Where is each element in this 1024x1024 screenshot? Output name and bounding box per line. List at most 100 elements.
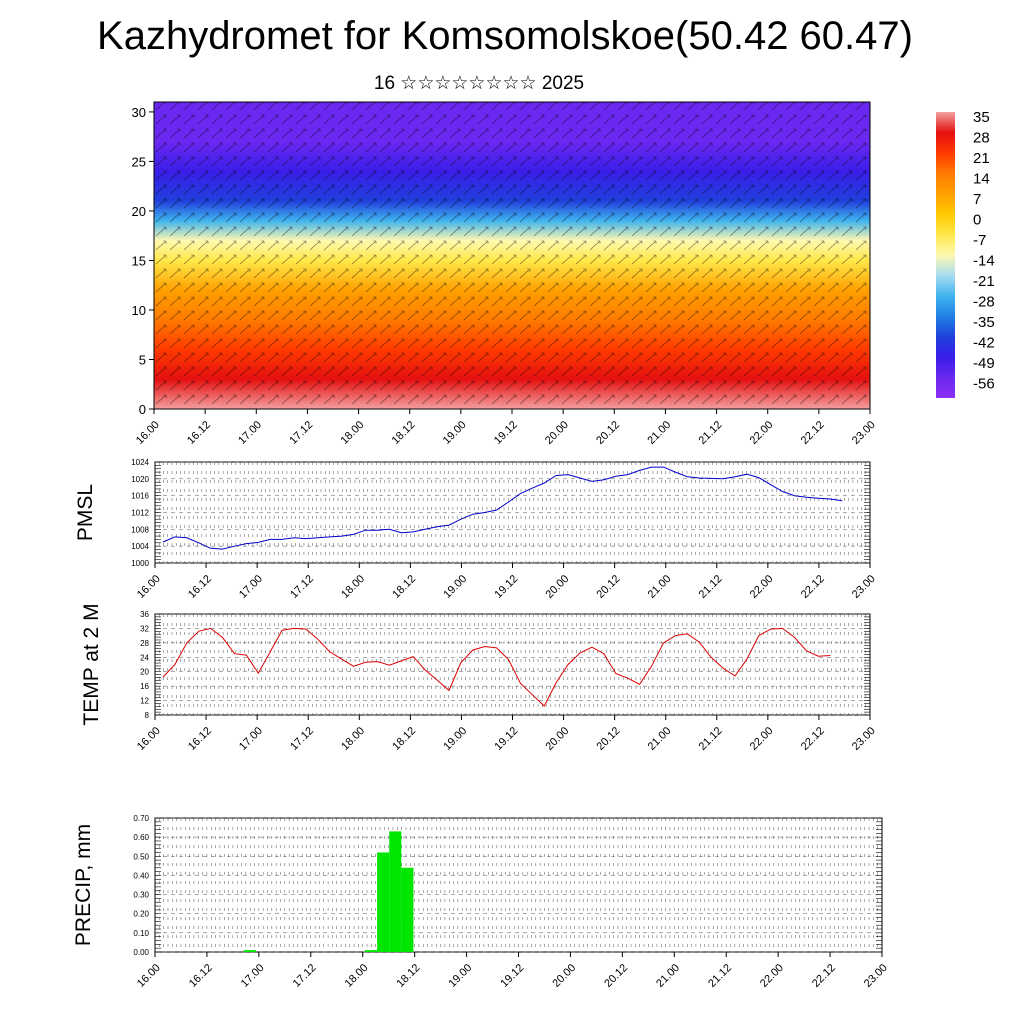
pmsl-panel: 1000 1004 1008 1012 1016 1020 1024 16.00 16.12 17…: [74, 458, 878, 601]
x-tick-label: 18.12: [390, 573, 418, 601]
y-tick-label: 36: [140, 610, 149, 619]
colorbar-label: 35: [973, 109, 990, 126]
x-tick-label: 21.00: [646, 573, 674, 601]
x-tick-label: 20.00: [543, 419, 571, 447]
y-tick-label: 0: [139, 402, 146, 417]
page-title: Kazhydromet for Komsomolskoe(50.42 60.47…: [97, 14, 913, 58]
y-tick-label: 0.60: [133, 833, 149, 842]
x-tick-label: 21.12: [696, 419, 724, 447]
x-tick-label: 20.00: [550, 962, 578, 990]
cross-section-panel: 0 5 10 15 20 25 30 16.00 16.12 17.00 17.12 18.00 18.…: [132, 101, 878, 447]
x-tick-label: 17.00: [236, 419, 264, 447]
x-tick-label: 20.12: [595, 725, 623, 753]
colorbar-label: 0: [973, 212, 981, 229]
x-tick-label: 17.12: [288, 725, 316, 753]
y-tick-label: 1012: [131, 509, 149, 518]
precip-bar: [389, 831, 402, 952]
x-tick-label: 21.00: [654, 962, 682, 990]
y-tick-label: 24: [140, 653, 149, 662]
precip-bar: [401, 867, 414, 952]
x-tick-label: 18.12: [390, 419, 418, 447]
y-tick-label: 5: [139, 352, 146, 367]
precip-bar: [377, 852, 390, 952]
panel-frame: [154, 817, 883, 953]
colorbar-label: -28: [973, 294, 995, 311]
colorbar-label: -21: [973, 273, 995, 290]
y-tick-label: 12: [140, 697, 149, 706]
y-tick-label: 1024: [131, 458, 149, 467]
x-tick-label: 19.12: [498, 962, 526, 990]
y-tick-label: 0.10: [133, 929, 149, 938]
x-tick-label: 22.00: [758, 962, 786, 990]
page-subtitle: 16 ☆☆☆☆☆☆☆☆ 2025: [373, 73, 585, 94]
y-tick-label: 8: [145, 711, 150, 720]
x-tick-label: 23.00: [862, 962, 890, 990]
x-tick-label: 17.12: [288, 573, 316, 601]
x-tick-label: 19.00: [446, 962, 474, 990]
x-tick-label: 18.00: [339, 725, 367, 753]
y-tick-label: 0.70: [133, 814, 149, 823]
y-axis-label: TEMP at 2 M: [80, 603, 103, 725]
x-tick-label: 17.00: [239, 962, 267, 990]
x-tick-label: 18.00: [343, 962, 371, 990]
x-tick-label: 17.00: [237, 573, 265, 601]
wind-barbs: [154, 102, 870, 409]
y-axis-label: PRECIP, mm: [72, 824, 95, 946]
x-tick-label: 17.12: [287, 419, 315, 447]
x-tick-label: 18.12: [395, 962, 423, 990]
y-tick-label: 20: [132, 204, 146, 219]
x-tick-label: 18.00: [339, 573, 367, 601]
x-tick-label: 22.00: [748, 573, 776, 601]
precip-bar: [243, 950, 256, 952]
colorbar-label: -35: [973, 314, 995, 331]
x-tick-label: 23.00: [850, 573, 878, 601]
y-tick-label: 16: [140, 682, 149, 691]
x-tick-label: 22.12: [799, 725, 827, 753]
x-tick-label: 22.12: [810, 962, 838, 990]
y-tick-label: 15: [132, 253, 146, 268]
data-line: [162, 466, 843, 550]
colorbar-label: -7: [973, 232, 986, 249]
precip-panel: 0.00 0.10 0.20 0.30 0.40 0.50 0.60 0.70 16.00 16.…: [72, 814, 890, 990]
colorbar-label: 28: [973, 130, 990, 147]
y-tick-label: 0.30: [133, 891, 149, 900]
panel-frame: [154, 613, 871, 716]
x-tick-label: 22.12: [799, 419, 827, 447]
x-tick-label: 16.00: [135, 573, 163, 601]
colorbar-label: -14: [973, 253, 995, 270]
precip-bar: [364, 950, 378, 952]
x-tick-label: 20.12: [595, 573, 623, 601]
x-tick-label: 19.00: [441, 573, 469, 601]
y-tick-label: 0.40: [133, 871, 149, 880]
y-tick-label: 0.00: [133, 948, 149, 957]
x-tick-label: 16.12: [187, 962, 215, 990]
colorbar-label: 21: [973, 150, 990, 167]
colorbar-bar: [936, 112, 955, 398]
x-tick-label: 16.00: [134, 419, 162, 447]
y-tick-label: 0.20: [133, 910, 149, 919]
colorbar-label: -42: [973, 335, 995, 352]
y-tick-label: 1020: [131, 475, 149, 484]
x-tick-label: 21.00: [646, 725, 674, 753]
x-tick-label: 19.12: [492, 419, 520, 447]
y-tick-label: 1004: [131, 542, 149, 551]
x-tick-label: 21.12: [697, 573, 725, 601]
colorbar: 35 28 21 14 7 0 -7 -14 -21 -28 -35 -42 -49 -56: [936, 109, 995, 398]
y-tick-label: 0.50: [133, 852, 149, 861]
colorbar-label: -49: [973, 355, 995, 372]
x-tick-label: 22.00: [748, 419, 776, 447]
y-tick-label: 32: [140, 624, 149, 633]
y-tick-label: 30: [132, 105, 146, 120]
y-tick-label: 10: [132, 303, 146, 318]
x-tick-label: 22.00: [748, 725, 776, 753]
x-tick-label: 16.12: [186, 573, 214, 601]
temp-panel: 8 12 16 20 24 28 32 36 16.00 16.12 17.00 17.12 18.00…: [80, 603, 878, 752]
x-tick-label: 21.12: [706, 962, 734, 990]
colorbar-label: 7: [973, 191, 981, 208]
x-tick-label: 21.00: [645, 419, 673, 447]
x-tick-label: 18.12: [390, 725, 418, 753]
x-tick-label: 20.12: [602, 962, 630, 990]
colorbar-label: -56: [973, 376, 995, 393]
y-tick-label: 25: [132, 154, 146, 169]
